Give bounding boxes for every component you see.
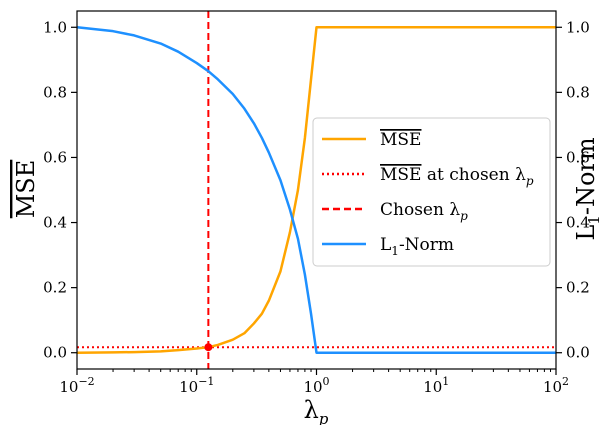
- x-tick-label: 102: [543, 375, 569, 396]
- x-tick-label: 10−2: [59, 375, 94, 396]
- legend: MSE MSE at chosen λp Chosen λp L1-Norm: [312, 117, 551, 267]
- y-tick-label: 0.8: [43, 83, 67, 101]
- series-line-l1-norm: [76, 26, 556, 354]
- y-tick-label: 0.2: [43, 279, 67, 297]
- x-tick-label: 10−1: [179, 375, 214, 396]
- series-line-mse: [76, 26, 556, 354]
- legend-entry-label: Chosen λp: [380, 200, 468, 223]
- legend-entry-label: L1-Norm: [380, 235, 454, 258]
- y-axis-label-group: MSE: [12, 160, 40, 219]
- y2-tick-label: 0.4: [566, 214, 590, 232]
- y2-axis-label: L1-Norm: [572, 137, 603, 241]
- plot-layer: 10−2 10−1 100 101 102 0.0 0.2 0.4 0.6 0.8 1.0 0.0 0.…: [43, 10, 590, 396]
- x-tick-label: 100: [303, 375, 329, 396]
- y2-tick-label: 0.2: [566, 279, 590, 297]
- y-tick-label: 1.0: [43, 18, 67, 36]
- x-tick-label: 101: [423, 375, 449, 396]
- legend-box: [312, 117, 551, 267]
- y2-tick-label: 1.0: [566, 18, 590, 36]
- legend-entry-label: MSE at chosen λp: [380, 165, 534, 188]
- x-axis-label: λp: [304, 396, 329, 425]
- legend-entry-label: MSE: [380, 130, 421, 150]
- y-tick-label: 0.6: [43, 148, 67, 166]
- y2-tick-label: 0.8: [566, 83, 590, 101]
- y2-tick-label: 0.0: [566, 344, 590, 362]
- y-axis-label: MSE: [12, 160, 40, 219]
- chosen-point-marker: [204, 343, 213, 352]
- y2-tick-label: 0.6: [566, 148, 590, 166]
- y2-axis-label-group: L1-Norm: [572, 137, 603, 241]
- y-tick-label: 0.0: [43, 344, 67, 362]
- y-tick-label: 0.4: [43, 214, 67, 232]
